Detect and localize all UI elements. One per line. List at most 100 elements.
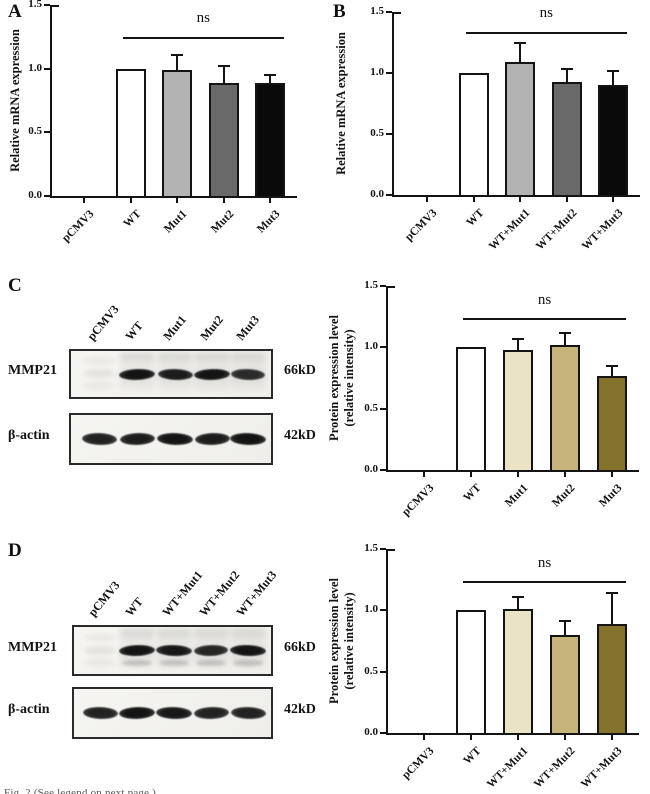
y-tick-label: 0.0 — [364, 726, 378, 738]
y-tick — [380, 469, 386, 471]
panel-c-blot: C pCMV3 WT Mut1 Mut2 Mut3 MMP21 66kD β-actin 42k… — [0, 265, 320, 530]
bar — [503, 349, 533, 472]
y-tick-label: 1.0 — [364, 340, 378, 353]
y-axis-title: Relative mRNA expression — [7, 29, 22, 172]
y-tick — [44, 67, 50, 70]
x-tick — [222, 198, 225, 203]
error-bar-stem — [176, 54, 178, 70]
bar — [550, 634, 580, 735]
bar — [597, 623, 627, 735]
target-label: MMP21 — [8, 363, 57, 378]
error-bar-cap — [559, 620, 571, 623]
y-tick — [380, 407, 386, 410]
size-label: 66kD — [284, 363, 316, 378]
x-tick — [269, 198, 271, 203]
error-bar-cap — [512, 337, 524, 340]
y-tick-label: 0.0 — [370, 188, 384, 200]
y-tick-label: 0.0 — [364, 463, 378, 475]
lane-label: pCMV3 — [84, 302, 122, 343]
protein-band — [193, 706, 229, 720]
bar — [162, 69, 192, 198]
x-tick — [517, 735, 519, 740]
blot-box — [69, 413, 273, 465]
x-tick — [423, 735, 425, 740]
bar — [550, 344, 580, 472]
protein-band — [118, 706, 156, 720]
bar — [458, 73, 489, 197]
y-tick — [44, 131, 50, 134]
protein-band — [194, 432, 230, 446]
significance-label: ns — [539, 5, 553, 21]
bar — [551, 81, 582, 197]
bar — [503, 609, 533, 735]
panel-d-label: D — [8, 540, 22, 561]
panel-d-chart: 0.0 0.5 1.0 1.5 Protein expression level (rel… — [320, 530, 650, 794]
sub-band — [159, 659, 189, 666]
faint-smudge — [84, 632, 116, 642]
y-tick — [380, 732, 386, 734]
protein-band — [156, 706, 192, 720]
faint-smudge — [83, 369, 115, 378]
panel-a-chart: A 0.0 0.5 1.0 1.5 Relative mRNA expression pC… — [0, 0, 325, 258]
y-tick — [380, 285, 386, 287]
error-bar-stem — [565, 69, 568, 82]
y-axis-title: Protein expression level (relative intens… — [327, 266, 357, 490]
significance-line — [122, 37, 284, 39]
y-axis-top-tick — [52, 5, 59, 7]
x-tick — [564, 735, 566, 740]
target-label: MMP21 — [8, 639, 57, 655]
x-tick — [517, 472, 519, 477]
protein-band — [81, 432, 117, 446]
error-bar-cap — [606, 592, 618, 595]
y-axis-top-tick — [394, 12, 401, 14]
y-tick — [386, 11, 392, 13]
error-bar-stem — [564, 621, 566, 635]
x-tick — [176, 198, 178, 203]
panel-c-chart: 0.0 0.5 1.0 1.5 Protein expression level (rel… — [320, 265, 650, 530]
error-bar-stem — [269, 75, 271, 83]
error-bar-cap — [559, 331, 571, 334]
sub-band — [122, 659, 152, 666]
significance-label: ns — [196, 10, 210, 26]
protein-band — [119, 432, 155, 446]
error-bar-stem — [611, 365, 613, 376]
panel-b-chart: B 0.0 0.5 1.0 1.5 Relative mRNA expression pC… — [325, 0, 650, 258]
y-tick-label: 1.0 — [364, 603, 378, 616]
y-axis-title-line2: (relative intensity) — [342, 329, 356, 427]
y-tick — [44, 4, 50, 6]
error-bar-cap — [217, 65, 230, 68]
x-tick — [470, 472, 472, 477]
significance-line — [463, 581, 626, 583]
protein-band — [156, 432, 194, 446]
bar — [208, 82, 239, 198]
y-tick-label: 1.5 — [364, 542, 378, 554]
y-axis-title-line2: (relative intensity) — [342, 592, 356, 690]
significance-label: ns — [537, 555, 552, 571]
panel-d-blot: D pCMV3 WT WT+Mut1 WT+Mut2 WT+Mut3 MMP21 66kD β… — [0, 530, 320, 794]
protein-band — [230, 706, 266, 720]
x-tick — [519, 197, 521, 202]
faint-smudge — [84, 645, 116, 655]
error-bar-stem — [612, 70, 614, 86]
size-label: 42kD — [284, 428, 316, 443]
y-axis-top-tick — [388, 286, 395, 288]
x-tick — [564, 472, 566, 477]
x-tick — [472, 197, 475, 202]
y-tick-label: 1.0 — [28, 61, 42, 74]
y-tick — [380, 609, 386, 612]
size-label: 66kD — [284, 639, 316, 655]
y-tick — [44, 195, 50, 197]
faint-smudge — [84, 657, 116, 667]
x-tick — [612, 197, 614, 202]
x-tick — [470, 735, 472, 740]
blot-box — [72, 687, 273, 739]
bar — [456, 347, 486, 472]
bar — [255, 82, 285, 198]
error-bar-cap — [560, 68, 573, 71]
y-tick — [380, 346, 386, 349]
x-tick — [565, 197, 568, 202]
y-tick-label: 1.5 — [370, 5, 384, 17]
figure-caption: Fig. 2 (See legend on next page.) — [4, 787, 157, 794]
protein-band — [229, 432, 267, 446]
